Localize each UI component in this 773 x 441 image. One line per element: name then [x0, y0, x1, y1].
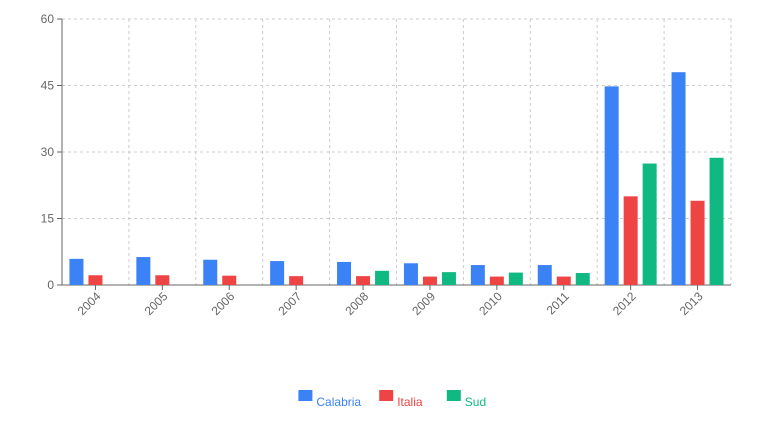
y-tick-label-60: 60 [41, 12, 55, 26]
x-tick-label-2011: 2011 [544, 289, 572, 317]
bar-italia-2004 [88, 275, 103, 285]
legend-label-italia: Italia [397, 395, 423, 409]
bar-italia-2007 [289, 276, 304, 285]
bar-sud-2009 [441, 272, 456, 285]
y-tick-label-15: 15 [41, 212, 55, 226]
bar-calabria-2010 [470, 265, 485, 285]
bars [69, 72, 724, 286]
legend-item-calabria[interactable]: Calabria [298, 390, 361, 409]
y-tick-label-30: 30 [41, 145, 55, 159]
bar-sud-2012 [642, 163, 657, 285]
legend-swatch-calabria [298, 390, 313, 401]
bar-sud-2008 [375, 270, 390, 285]
x-tick-labels: 2004 2005 2006 2007 2008 2009 2010 2011 2012 2013 [75, 289, 706, 318]
legend-label-sud: Sud [465, 395, 486, 409]
legend-swatch-italia [379, 390, 394, 401]
x-tick-label-2008: 2008 [342, 289, 371, 318]
bar-calabria-2011 [537, 265, 552, 285]
grid-lines [61, 18, 732, 286]
bar-italia-2005 [155, 275, 170, 285]
bar-calabria-2008 [337, 261, 352, 285]
y-tick-label-0: 0 [47, 278, 54, 292]
bar-sud-2010 [508, 272, 523, 285]
bar-calabria-2007 [270, 261, 285, 285]
axes [57, 18, 731, 290]
bar-calabria-2009 [403, 263, 418, 285]
bar-calabria-2012 [604, 86, 619, 286]
x-tick-label-2013: 2013 [677, 289, 706, 318]
x-tick-label-2010: 2010 [476, 289, 505, 318]
legend-item-italia[interactable]: Italia [379, 390, 423, 409]
bar-italia-2012 [623, 196, 638, 285]
bar-calabria-2004 [69, 258, 84, 285]
bar-italia-2013 [690, 200, 705, 285]
x-tick-label-2004: 2004 [75, 289, 104, 318]
bar-italia-2006 [222, 275, 237, 285]
bar-italia-2009 [422, 276, 437, 285]
x-tick-label-2012: 2012 [610, 289, 639, 318]
bar-sud-2011 [575, 273, 590, 285]
y-tick-label-45: 45 [41, 79, 55, 93]
bar-calabria-2005 [136, 257, 151, 285]
bar-calabria-2006 [203, 259, 218, 285]
bar-calabria-2013 [671, 72, 686, 285]
legend-swatch-sud [446, 390, 461, 401]
x-tick-label-2007: 2007 [275, 289, 304, 318]
x-tick-label-2005: 2005 [142, 289, 171, 318]
bar-italia-2010 [489, 276, 504, 285]
x-tick-label-2009: 2009 [409, 289, 438, 318]
y-tick-labels: 0 15 30 45 60 [41, 12, 55, 292]
x-tick-label-2006: 2006 [209, 289, 238, 318]
legend-item-sud[interactable]: Sud [446, 390, 486, 409]
legend-label-calabria: Calabria [316, 395, 361, 409]
bar-sud-2013 [709, 157, 724, 285]
bar-italia-2011 [556, 276, 571, 285]
bar-italia-2008 [356, 276, 371, 285]
legend: Calabria Italia Sud [298, 390, 486, 409]
